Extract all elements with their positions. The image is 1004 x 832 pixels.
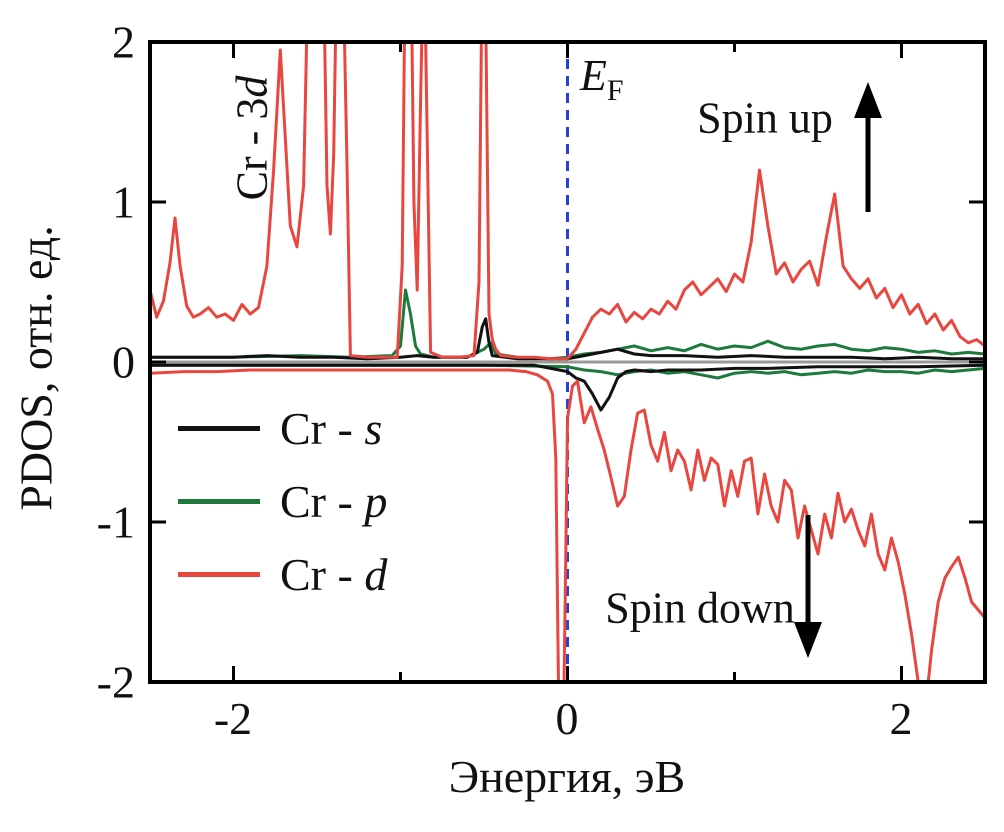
legend-label: Cr - p bbox=[280, 476, 388, 527]
y-tick-label: -2 bbox=[96, 656, 135, 708]
legend-swatch bbox=[178, 426, 260, 431]
legend-item-d: Cr - d bbox=[178, 548, 387, 601]
legend-item-p: Cr - p bbox=[178, 475, 387, 528]
series-line-d-up bbox=[150, 42, 985, 361]
series-line-p-up bbox=[150, 288, 985, 361]
y-tick-label: 2 bbox=[112, 16, 135, 68]
series-line-d-down bbox=[150, 368, 985, 682]
element-orbital-label: Cr - 3d bbox=[227, 75, 277, 201]
x-tick-label: 2 bbox=[889, 693, 913, 744]
legend-swatch bbox=[178, 499, 260, 504]
legend: Cr - s Cr - p Cr - d bbox=[178, 402, 387, 621]
legend-label: Cr - s bbox=[280, 403, 383, 454]
series-line-p-down bbox=[150, 363, 985, 380]
spin-up-arrow-icon bbox=[854, 82, 882, 212]
y-tick-label: 0 bbox=[112, 336, 135, 388]
legend-label: Cr - d bbox=[280, 549, 388, 600]
series-line-s-down bbox=[150, 363, 985, 412]
spin-down-label: Spin down bbox=[605, 583, 795, 633]
spin-up-label: Spin up bbox=[697, 93, 833, 143]
y-tick-label: 1 bbox=[112, 176, 135, 228]
spin-down-arrow-icon bbox=[794, 515, 822, 658]
x-axis-title: Энергия, эВ bbox=[448, 751, 686, 802]
y-tick-label: -1 bbox=[96, 496, 135, 548]
y-axis-title: PDOS, отн. ед. bbox=[10, 225, 62, 511]
legend-swatch bbox=[178, 572, 260, 577]
x-tick-label: 0 bbox=[555, 693, 579, 744]
legend-item-s: Cr - s bbox=[178, 402, 387, 455]
x-tick-label: -2 bbox=[213, 693, 253, 744]
series-line-s-up bbox=[150, 317, 985, 361]
fermi-level-label: EF bbox=[580, 51, 624, 107]
plot-frame bbox=[148, 40, 987, 684]
